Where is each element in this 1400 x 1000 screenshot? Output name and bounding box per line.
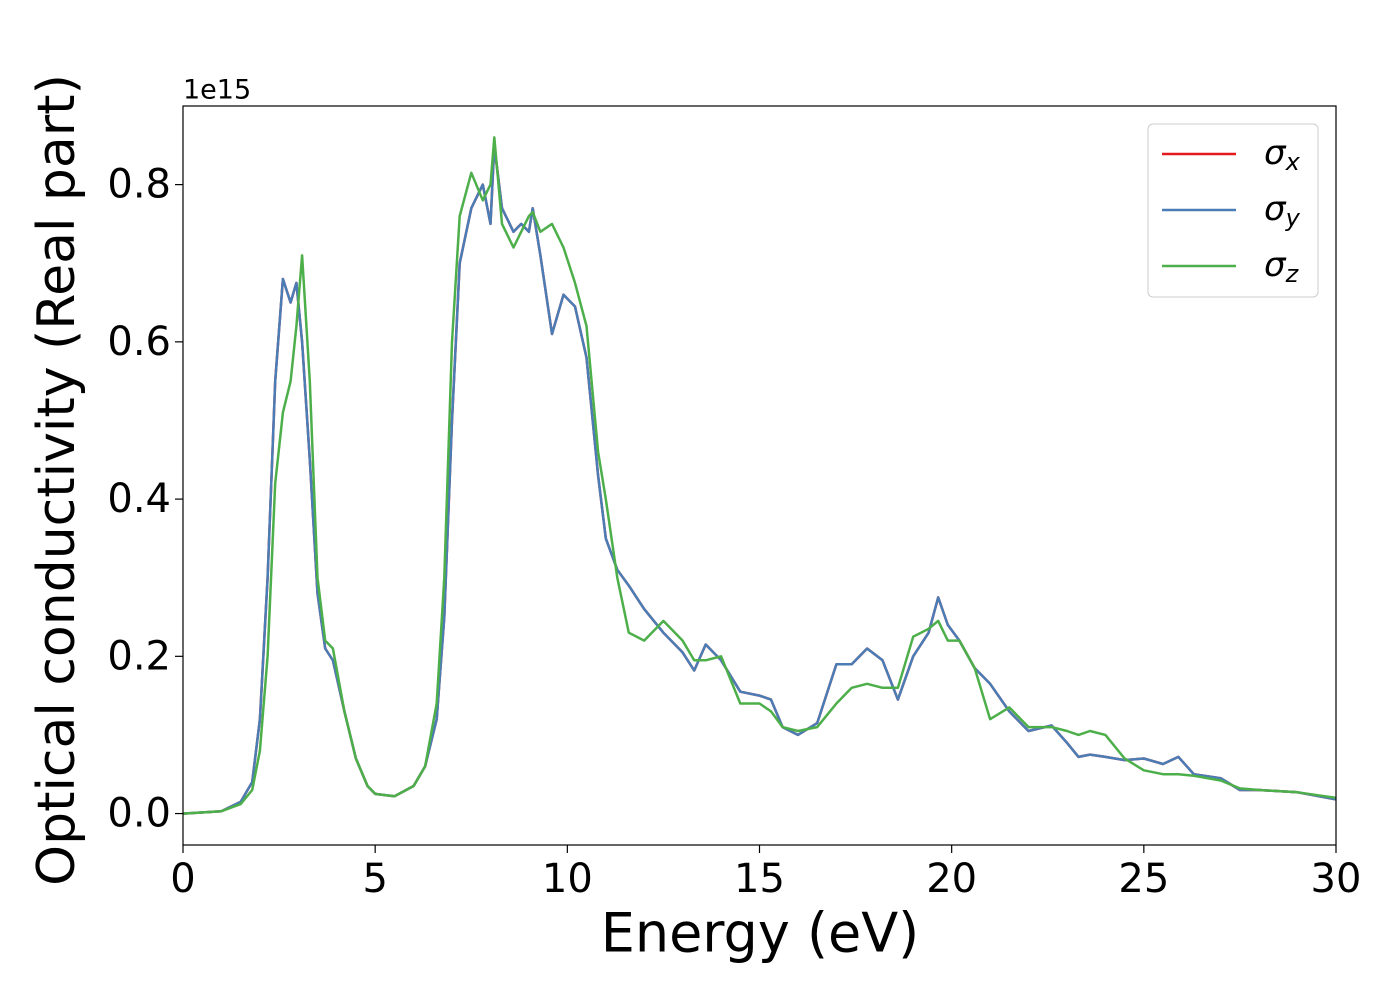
series-line: [182, 136, 1337, 815]
x-tick-label: 30: [1311, 856, 1362, 902]
y-axis-label: Optical conductivity (Real part): [27, 74, 87, 886]
y-offset-label: 1e15: [183, 75, 251, 106]
x-tick-label: 10: [542, 856, 593, 902]
plot-frame: [182, 105, 1337, 846]
x-tick-label: 25: [1118, 856, 1169, 902]
x-tick-label: 20: [926, 856, 977, 902]
y-tick-label: 0.4: [107, 476, 171, 522]
x-tick-label: 5: [362, 856, 387, 902]
legend-label: σy: [1264, 189, 1301, 233]
x-tick-label: 15: [734, 856, 785, 902]
y-tick-label: 0.8: [107, 162, 171, 208]
x-axis-label: Energy (eV): [601, 902, 920, 965]
y-tick-label: 0.0: [107, 791, 171, 837]
y-tick-label: 0.6: [107, 319, 171, 365]
x-tick-label: 0: [170, 856, 195, 902]
legend-label: σx: [1264, 133, 1301, 177]
legend-label: σz: [1264, 245, 1300, 289]
y-tick-label: 0.2: [107, 633, 171, 679]
